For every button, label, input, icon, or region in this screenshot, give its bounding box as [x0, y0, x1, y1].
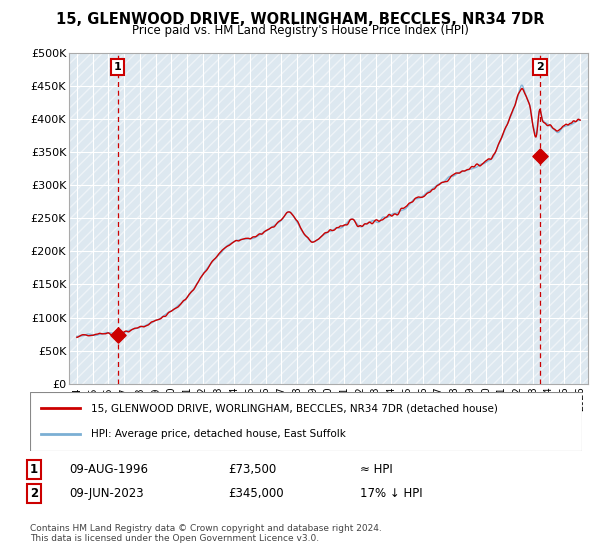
Text: 15, GLENWOOD DRIVE, WORLINGHAM, BECCLES, NR34 7DR: 15, GLENWOOD DRIVE, WORLINGHAM, BECCLES,… [56, 12, 544, 27]
Text: 15, GLENWOOD DRIVE, WORLINGHAM, BECCLES, NR34 7DR (detached house): 15, GLENWOOD DRIVE, WORLINGHAM, BECCLES,… [91, 403, 497, 413]
Point [535, 151, 545, 160]
Text: 09-AUG-1996: 09-AUG-1996 [69, 463, 148, 476]
Text: 09-JUN-2023: 09-JUN-2023 [69, 487, 143, 501]
Text: 1: 1 [30, 463, 38, 476]
Text: ≈ HPI: ≈ HPI [360, 463, 393, 476]
Text: 2: 2 [30, 487, 38, 501]
Point [113, 330, 122, 339]
FancyBboxPatch shape [30, 392, 582, 451]
Text: Price paid vs. HM Land Registry's House Price Index (HPI): Price paid vs. HM Land Registry's House … [131, 24, 469, 37]
Text: £345,000: £345,000 [228, 487, 284, 501]
Text: HPI: Average price, detached house, East Suffolk: HPI: Average price, detached house, East… [91, 430, 346, 440]
Text: Contains HM Land Registry data © Crown copyright and database right 2024.
This d: Contains HM Land Registry data © Crown c… [30, 524, 382, 543]
Text: £73,500: £73,500 [228, 463, 276, 476]
Text: 2: 2 [536, 62, 544, 72]
Bar [69, 53, 588, 384]
Text: 17% ↓ HPI: 17% ↓ HPI [360, 487, 422, 501]
Text: 1: 1 [114, 62, 122, 72]
Bar [69, 53, 588, 384]
